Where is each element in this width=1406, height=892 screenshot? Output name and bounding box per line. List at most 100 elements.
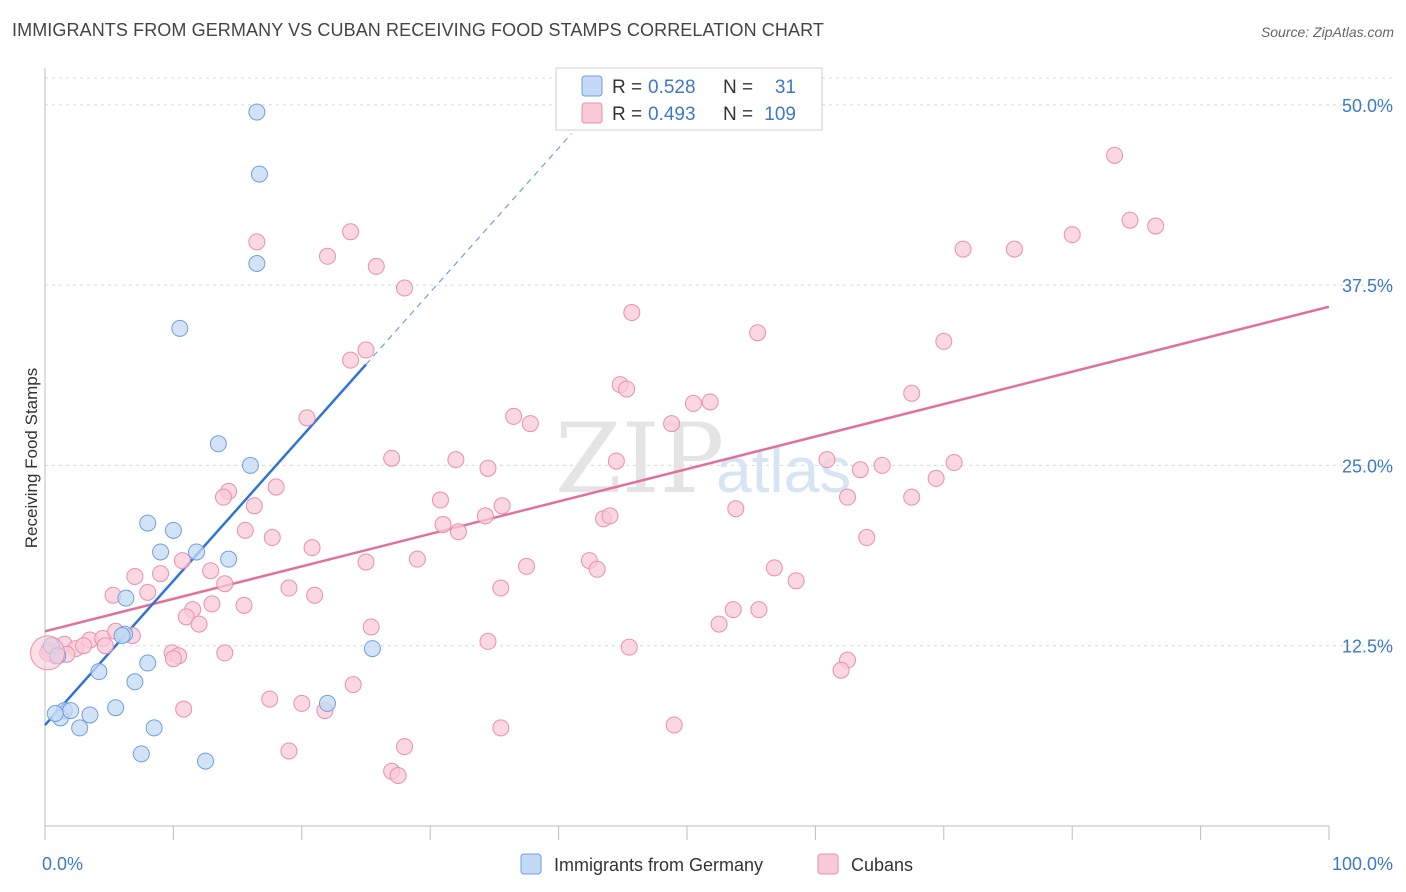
cuban-point: [601, 507, 619, 525]
cuban-point: [620, 638, 638, 656]
cuban-point: [727, 500, 745, 518]
legend-n-label-germany: N =: [723, 77, 753, 98]
cuban-point: [357, 553, 375, 571]
cuban-point: [588, 560, 606, 578]
watermark-atlas: atlas: [716, 434, 851, 506]
axes-layer: [44, 68, 1330, 840]
germany-trend-extension: [365, 133, 572, 365]
cuban-point: [362, 618, 380, 636]
cuban-point: [280, 579, 298, 597]
germany-point: [113, 627, 131, 645]
germany-point: [81, 706, 99, 724]
germany-point: [248, 255, 266, 272]
legend-r-value-germany: 0.528: [648, 77, 696, 98]
cuban-point: [344, 676, 362, 694]
cuban-point: [203, 595, 221, 613]
cuban-point: [1121, 211, 1139, 229]
cuban-point: [280, 742, 298, 760]
cuban-point: [216, 575, 234, 593]
cuban-point: [261, 690, 279, 708]
germany-point: [132, 745, 150, 763]
germany-point: [117, 589, 135, 607]
cuban-point: [235, 596, 253, 614]
germany-point: [241, 456, 259, 474]
germany-point: [209, 435, 227, 453]
cuban-point: [202, 562, 220, 580]
y-tick-label: 12.5%: [1342, 637, 1393, 657]
cuban-point: [408, 550, 426, 568]
legend-n-label-cubans: N =: [723, 104, 753, 125]
cuban-point: [787, 572, 805, 590]
germany-point: [71, 719, 89, 737]
cuban-point: [851, 461, 869, 479]
germany-point: [90, 663, 108, 681]
cuban-point: [935, 332, 953, 350]
cuban-point: [858, 529, 876, 547]
series-legend-label-cubans: Cubans: [851, 855, 913, 875]
cuban-point: [293, 694, 311, 712]
cuban-point: [749, 324, 767, 342]
cuban-point-large: [30, 635, 66, 671]
cuban-point: [342, 223, 360, 241]
series-legend-label-germany: Immigrants from Germany: [554, 855, 763, 875]
cuban-point: [434, 516, 452, 534]
cuban-point: [505, 407, 523, 425]
cuban-point: [710, 615, 728, 633]
germany-point: [197, 752, 214, 770]
series-legend-swatch-germany: [520, 853, 542, 875]
germany-point: [152, 543, 170, 561]
cuban-point: [396, 279, 414, 297]
cuban-point: [164, 650, 182, 668]
germany-point: [220, 550, 238, 568]
legend-swatch-cubans: [581, 102, 603, 124]
cuban-point: [396, 738, 414, 756]
cuban-point: [873, 456, 891, 474]
points-layer: [30, 103, 1165, 785]
cuban-point: [389, 767, 407, 785]
cuban-point: [684, 394, 702, 412]
cuban-point: [765, 559, 783, 577]
cuban-point: [927, 469, 945, 487]
grid-layer: [45, 77, 1392, 647]
cuban-point: [832, 661, 850, 679]
cuban-point: [750, 601, 768, 619]
x-tick-label: 100.0%: [1332, 854, 1393, 874]
watermark: ZIP atlas: [555, 403, 851, 515]
legend-n-value-cubans: 109: [764, 104, 796, 125]
cuban-point: [173, 552, 191, 570]
cuban-point: [318, 247, 336, 265]
cuban-point: [245, 497, 263, 515]
germany-point: [188, 543, 206, 561]
cuban-point: [248, 233, 266, 251]
germany-point: [126, 673, 144, 691]
cuban-point: [96, 637, 114, 655]
cuban-point: [190, 615, 208, 633]
cuban-point: [449, 523, 467, 541]
y-tick-label: 37.5%: [1342, 276, 1393, 296]
cuban-point: [1005, 240, 1023, 258]
cuban-point: [447, 451, 465, 469]
germany-point: [107, 699, 125, 717]
cuban-point: [623, 304, 641, 322]
cuban-point: [701, 393, 719, 411]
cuban-point: [306, 586, 324, 604]
cuban-point: [367, 257, 385, 275]
cuban-point: [175, 700, 193, 718]
cuban-point: [665, 716, 683, 734]
germany-point: [171, 319, 189, 337]
y-tick-label: 25.0%: [1342, 456, 1393, 476]
cuban-point: [903, 384, 921, 402]
cuban-point: [342, 351, 360, 369]
series-legend: Immigrants from Germany Cubans: [520, 853, 913, 875]
chart-title: IMMIGRANTS FROM GERMANY VS CUBAN RECEIVI…: [12, 20, 824, 40]
source-credit: Source: ZipAtlas.com: [1260, 24, 1394, 40]
cuban-point: [214, 488, 232, 506]
cuban-point: [152, 565, 170, 583]
cuban-point: [839, 488, 856, 506]
y-tick-label: 50.0%: [1342, 96, 1393, 116]
cuban-point: [1063, 226, 1081, 244]
cuban-point: [493, 497, 511, 515]
x-tick-label: 0.0%: [42, 854, 83, 874]
germany-point: [164, 521, 182, 539]
cuban-point: [177, 608, 195, 626]
